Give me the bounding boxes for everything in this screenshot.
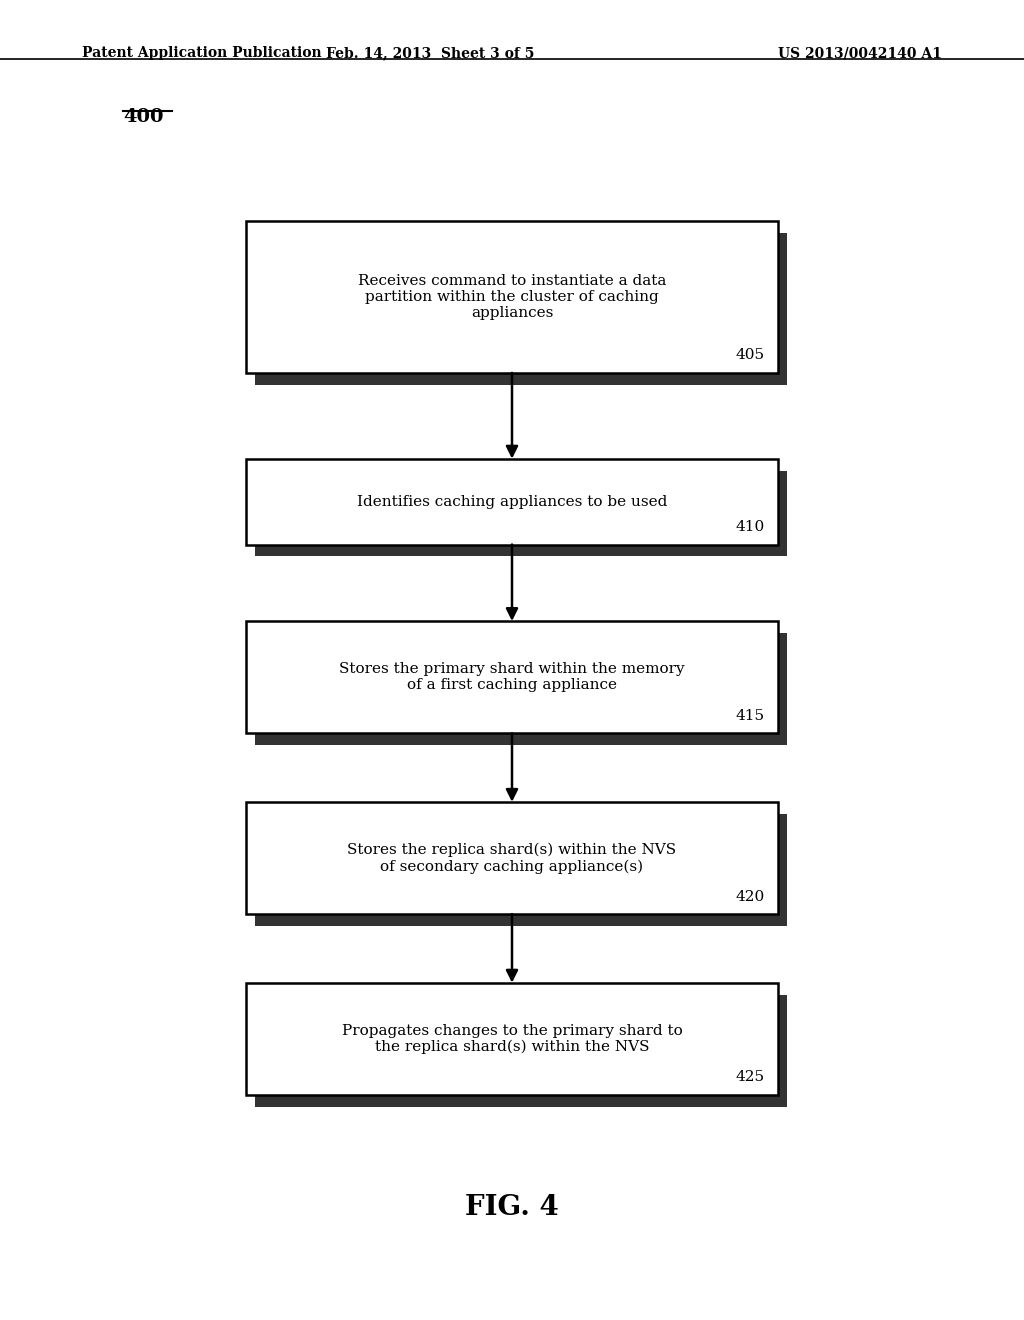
FancyBboxPatch shape	[246, 459, 778, 545]
Text: 405: 405	[736, 348, 765, 362]
Text: Patent Application Publication: Patent Application Publication	[82, 46, 322, 61]
FancyBboxPatch shape	[255, 813, 787, 927]
FancyBboxPatch shape	[255, 232, 787, 385]
FancyBboxPatch shape	[246, 803, 778, 915]
Text: 420: 420	[735, 890, 765, 904]
Text: 415: 415	[736, 709, 765, 723]
FancyBboxPatch shape	[255, 634, 787, 744]
Text: Stores the primary shard within the memory
of a first caching appliance: Stores the primary shard within the memo…	[339, 663, 685, 692]
Text: 425: 425	[736, 1071, 765, 1085]
FancyBboxPatch shape	[246, 982, 778, 1096]
Text: FIG. 4: FIG. 4	[465, 1195, 559, 1221]
FancyBboxPatch shape	[246, 220, 778, 372]
Text: Stores the replica shard(s) within the NVS
of secondary caching appliance(s): Stores the replica shard(s) within the N…	[347, 842, 677, 874]
FancyBboxPatch shape	[246, 622, 778, 734]
FancyBboxPatch shape	[255, 471, 787, 557]
Text: Propagates changes to the primary shard to
the replica shard(s) within the NVS: Propagates changes to the primary shard …	[342, 1023, 682, 1055]
Text: Feb. 14, 2013  Sheet 3 of 5: Feb. 14, 2013 Sheet 3 of 5	[326, 46, 535, 61]
Text: Identifies caching appliances to be used: Identifies caching appliances to be used	[356, 495, 668, 508]
FancyBboxPatch shape	[255, 995, 787, 1106]
Text: US 2013/0042140 A1: US 2013/0042140 A1	[778, 46, 942, 61]
Text: Receives command to instantiate a data
partition within the cluster of caching
a: Receives command to instantiate a data p…	[357, 273, 667, 321]
Text: 400: 400	[123, 108, 164, 127]
Text: 410: 410	[735, 520, 765, 535]
